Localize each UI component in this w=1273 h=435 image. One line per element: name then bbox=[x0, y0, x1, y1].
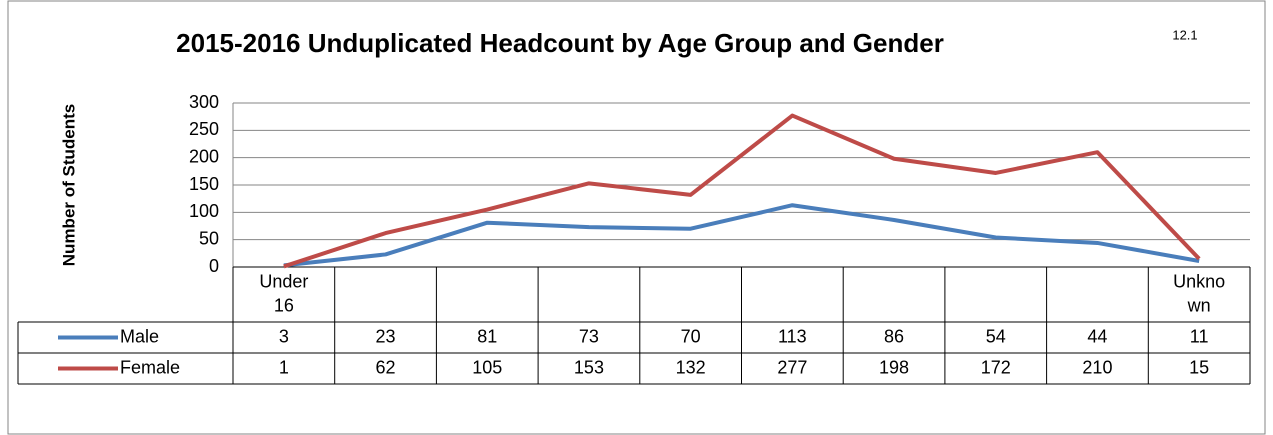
table-value: 86 bbox=[884, 326, 904, 346]
y-tick-label: 100 bbox=[189, 201, 219, 221]
y-tick-label: 0 bbox=[209, 256, 219, 276]
table-value: 81 bbox=[477, 326, 497, 346]
table-value: 113 bbox=[778, 326, 807, 346]
y-tick-label: 200 bbox=[189, 146, 219, 166]
legend-label: Male bbox=[120, 326, 159, 346]
table-value: 62 bbox=[376, 357, 396, 377]
table-value: 54 bbox=[986, 326, 1006, 346]
table-value: 1 bbox=[279, 357, 289, 377]
y-tick-label: 250 bbox=[189, 119, 219, 139]
table-value: 70 bbox=[681, 326, 701, 346]
table-value: 73 bbox=[579, 326, 599, 346]
y-tick-label: 150 bbox=[189, 174, 219, 194]
table-value: 44 bbox=[1087, 326, 1107, 346]
y-axis-label: Number of Students bbox=[59, 104, 78, 266]
table-value: 277 bbox=[777, 357, 807, 377]
x-tick-label: Under 16 bbox=[259, 271, 308, 315]
annotation: 12.1 bbox=[1172, 27, 1197, 42]
table-value: 3 bbox=[279, 326, 289, 346]
y-tick-label: 300 bbox=[189, 92, 219, 112]
table-value: 210 bbox=[1082, 357, 1112, 377]
chart-frame bbox=[7, 0, 1266, 435]
table-value: 132 bbox=[676, 357, 706, 377]
table-value: 198 bbox=[879, 357, 909, 377]
legend-label: Female bbox=[120, 357, 180, 377]
table-value: 105 bbox=[472, 357, 502, 377]
table-value: 23 bbox=[376, 326, 396, 346]
table-value: 172 bbox=[981, 357, 1011, 377]
series-line bbox=[283, 113, 1201, 269]
table-value: 153 bbox=[574, 357, 604, 377]
chart-title: 2015-2016 Unduplicated Headcount by Age … bbox=[176, 28, 944, 58]
table-value: 11 bbox=[1190, 326, 1209, 346]
series-line bbox=[283, 203, 1200, 268]
x-tick-label: Unkno wn bbox=[1173, 271, 1225, 315]
y-tick-label: 50 bbox=[199, 228, 219, 248]
table-value: 15 bbox=[1189, 357, 1209, 377]
